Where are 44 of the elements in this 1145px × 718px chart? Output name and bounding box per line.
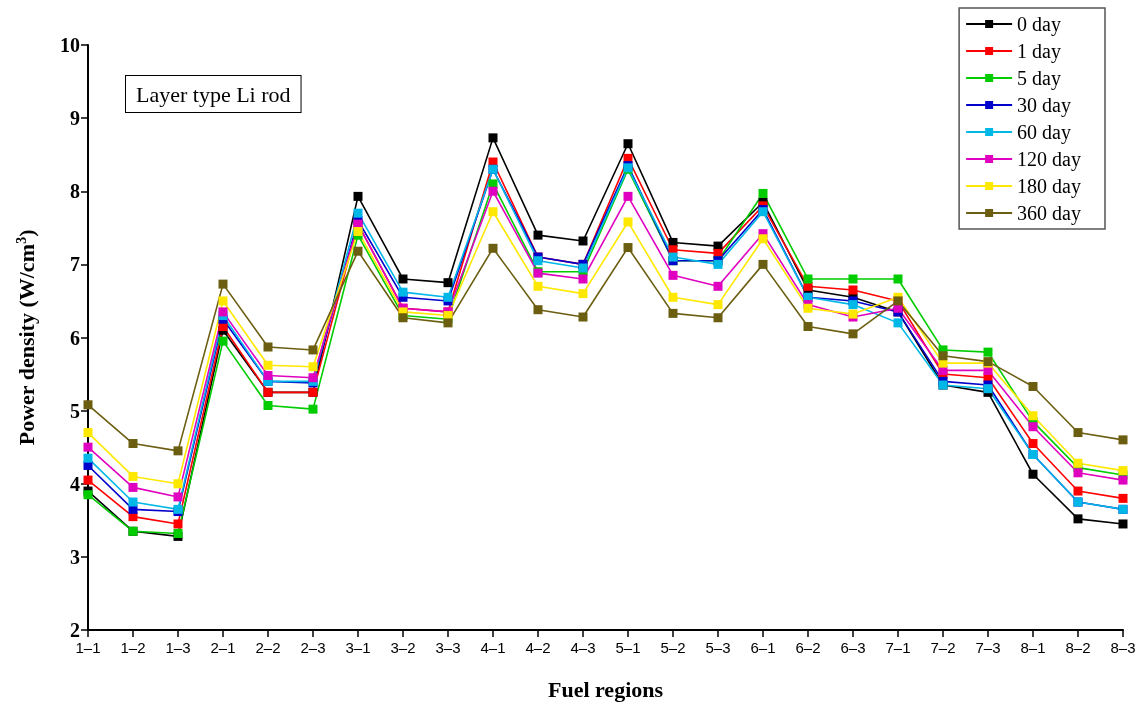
x-tick-label: 4–3 [570,639,596,656]
legend-label: 5 day [1017,67,1062,90]
x-tick-label: 8–2 [1065,639,1091,656]
x-tick-label: 7–1 [885,639,911,656]
x-tick-label: 5–2 [660,639,686,656]
x-tick-label: 4–1 [480,639,506,656]
y-tick-label: 5 [70,399,80,422]
y-tick-label: 7 [70,253,80,276]
x-tick-label: 6–3 [840,639,866,656]
x-tick-label: 7–3 [975,639,1001,656]
x-tick-label: 5–3 [705,639,731,656]
x-tick-label: 1–2 [120,639,146,656]
y-tick-label: 3 [70,545,80,568]
x-tick-label: 1–1 [75,639,101,656]
legend-label: 0 day [1017,13,1062,36]
x-axis-title: Fuel regions [547,676,664,702]
x-tick-label: 3–3 [435,639,461,656]
y-axis-title: Power density (W/cm3) [13,229,39,446]
x-tick-label: 6–1 [750,639,776,656]
x-tick-label: 3–1 [345,639,371,656]
legend-label: 360 day [1017,202,1082,225]
annotation: Layer type Li rod [136,81,291,107]
y-tick-label: 8 [70,180,80,203]
y-tick-label: 10 [60,34,80,56]
x-tick-label: 8–1 [1020,639,1046,656]
x-tick-label: 6–2 [795,639,821,656]
legend-label: 120 day [1017,148,1082,171]
x-tick-label: 2–3 [300,639,326,656]
y-tick-label: 4 [70,472,80,495]
legend-label: 1 day [1017,40,1062,63]
x-tick-label: 4–2 [525,639,551,656]
x-tick-label: 2–2 [255,639,281,656]
x-tick-label: 1–3 [165,639,191,656]
y-tick-label: 9 [70,107,80,130]
legend-label: 60 day [1017,121,1072,144]
x-tick-label: 5–1 [615,639,641,656]
x-tick-label: 2–1 [210,639,236,656]
x-tick-label: 7–2 [930,639,956,656]
legend-label: 30 day [1017,94,1072,117]
y-tick-label: 2 [70,619,80,641]
x-tick-label: 3–2 [390,639,416,656]
legend-label: 180 day [1017,175,1082,198]
y-tick-label: 6 [70,326,80,349]
x-tick-label: 8–3 [1110,639,1136,656]
